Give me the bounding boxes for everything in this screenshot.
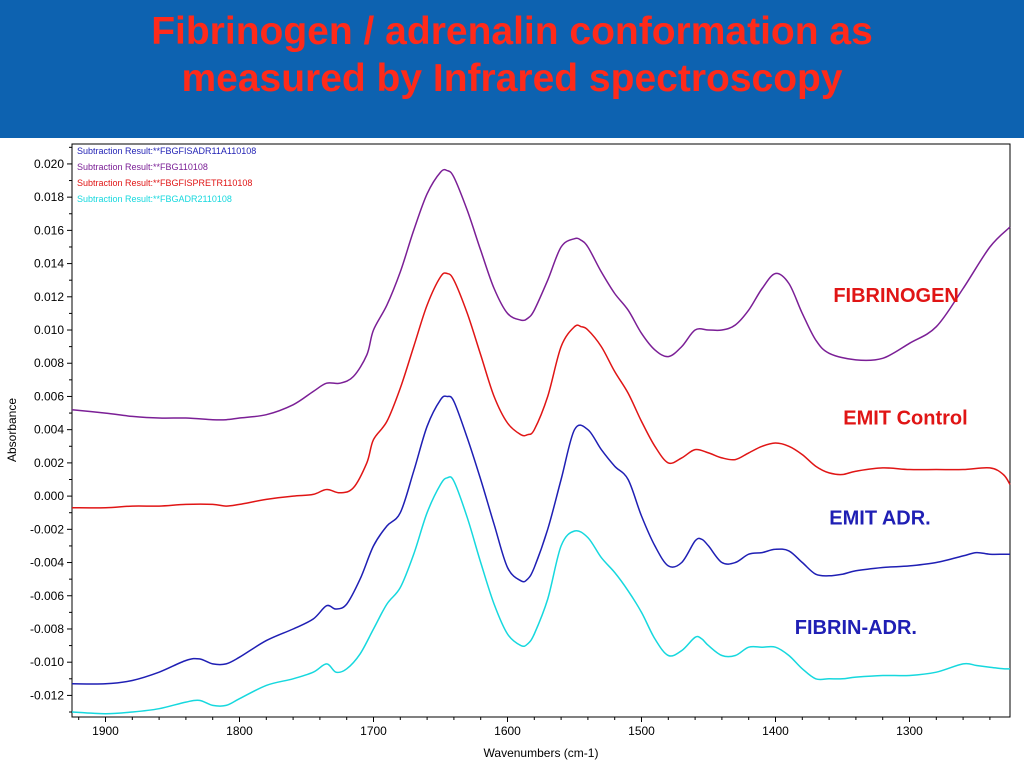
y-tick-label: 0.012 <box>34 290 64 304</box>
slide-title-line-2: measured by Infrared spectroscopy <box>181 57 843 100</box>
legend-entry: Subtraction Result:**FBGFISADR11A110108 <box>77 146 256 156</box>
series-line-fbg110108 <box>71 168 1011 421</box>
x-axis: 1900 1800 1700 1600 1500 1400 1300 <box>78 717 991 738</box>
y-tick-label: -0.004 <box>30 556 64 570</box>
legend-entry: Subtraction Result:**FBG110108 <box>77 162 208 172</box>
y-tick-label: -0.008 <box>30 622 64 636</box>
annotation-fibrinogen: FIBRINOGEN <box>833 285 959 307</box>
x-axis-title: Wavenumbers (cm-1) <box>484 746 599 760</box>
annotation-fibrin-adr: FIBRIN-ADR. <box>795 617 917 639</box>
y-axis-title: Absorbance <box>5 398 19 462</box>
series-lines <box>71 168 1011 715</box>
legend-entry: Subtraction Result:**FBGADR2110108 <box>77 194 232 204</box>
plot-area <box>71 143 1011 718</box>
legend-entry: Subtraction Result:**FBGFISPRETR110108 <box>77 178 252 188</box>
y-tick-label: -0.002 <box>30 522 64 536</box>
y-tick-label: -0.006 <box>30 589 64 603</box>
y-tick-label: 0.016 <box>34 223 64 237</box>
series-line-fbgfispretr110108 <box>71 272 1011 509</box>
y-tick-label: 0.018 <box>34 190 64 204</box>
y-tick-label: 0.020 <box>34 157 64 171</box>
x-tick-label: 1300 <box>896 724 923 738</box>
annotation-emit-adr: EMIT ADR. <box>829 507 930 529</box>
y-tick-label: 0.004 <box>34 423 64 437</box>
y-tick-label: 0.010 <box>34 323 64 337</box>
slide-title: Fibrinogen / adrenalin conformation as m… <box>0 8 1024 102</box>
series-line-fbgadr2110108 <box>71 476 1011 715</box>
x-tick-label: 1600 <box>494 724 521 738</box>
y-tick-label: -0.012 <box>30 688 64 702</box>
x-tick-label: 1500 <box>628 724 655 738</box>
y-tick-label: 0.014 <box>34 257 64 271</box>
x-tick-label: 1900 <box>92 724 119 738</box>
y-tick-label: 0.008 <box>34 356 64 370</box>
plot-panel: 1900 1800 1700 1600 1500 1400 1300 0.020 0.018 0… <box>0 138 1024 768</box>
annotation-emit-control: EMIT Control <box>843 408 967 430</box>
x-tick-label: 1700 <box>360 724 387 738</box>
ir-spectrum-chart: 1900 1800 1700 1600 1500 1400 1300 0.0200.0180… <box>5 143 1011 760</box>
x-tick-label: 1800 <box>226 724 253 738</box>
y-tick-label: 0.006 <box>34 389 64 403</box>
y-tick-label: 0.002 <box>34 456 64 470</box>
slide-title-line-1: Fibrinogen / adrenalin conformation as <box>151 10 873 53</box>
y-tick-label: 0.000 <box>34 489 64 503</box>
x-tick-label: 1400 <box>762 724 789 738</box>
series-line-fbgfisadr11a110108 <box>71 395 1010 685</box>
annotations: FIBRINOGEN EMIT Control EMIT ADR. FIBRIN-AD… <box>795 285 968 639</box>
y-axis: 0.020 0.018 0.016 0.014 0.012 0.010 0.008 0.006… <box>30 146 72 713</box>
legend: Subtraction Result:**FBGFISADR11A110108 S… <box>77 146 256 204</box>
y-tick-label: -0.010 <box>30 655 64 669</box>
